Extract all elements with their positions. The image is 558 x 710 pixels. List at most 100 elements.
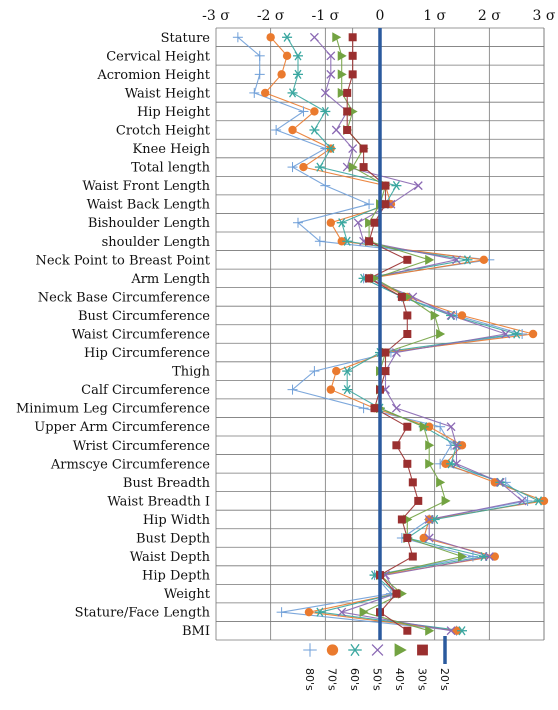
data-point-60's	[457, 626, 467, 636]
category-label: Calf Circumference	[81, 383, 210, 398]
data-point-30's	[408, 552, 417, 561]
category-label: Waist Breadth I	[107, 494, 210, 509]
data-point-40's	[425, 625, 435, 636]
data-point-70's	[425, 422, 434, 431]
data-point-70's	[490, 478, 499, 487]
category-label: Hip Circumference	[84, 346, 210, 361]
data-point-60's	[391, 181, 402, 191]
category-label: Waist Front Length	[82, 179, 210, 194]
data-point-50's	[501, 329, 511, 339]
data-point-50's	[326, 51, 336, 61]
data-point-60's	[342, 236, 353, 246]
data-point-40's	[419, 421, 429, 432]
data-point-70's	[457, 441, 467, 450]
category-label: Arm Length	[130, 272, 210, 287]
data-point-30's	[381, 367, 390, 376]
category-label: Bust Breadth	[123, 476, 211, 491]
data-point-80's	[276, 607, 287, 618]
data-point-50's	[452, 459, 461, 469]
category-label: Stature	[161, 31, 211, 46]
x-axis-ticks: -3 σ -2 σ -1 σ 0 1 σ 2 σ 3 σ	[202, 8, 556, 24]
legend-marker-30's	[417, 644, 428, 656]
category-label: Cervical Height	[106, 49, 211, 64]
category-label: Minimum Leg Circumference	[16, 402, 210, 417]
data-point-30's	[370, 404, 379, 413]
data-point-60's	[342, 385, 353, 395]
data-point-40's	[436, 477, 446, 488]
data-point-60's	[342, 366, 353, 376]
data-point-50's	[408, 292, 418, 302]
data-point-60's	[314, 607, 325, 617]
x-tick-label: 1 σ	[423, 8, 446, 24]
category-label: Hip Width	[143, 513, 211, 528]
series-line-80's	[237, 36, 529, 632]
data-point-80's	[293, 217, 303, 228]
category-label: Bust Depth	[136, 532, 211, 547]
x-tick-label: 2 σ	[478, 8, 501, 24]
data-point-50's	[320, 88, 330, 98]
category-label: Waist Depth	[130, 550, 211, 565]
data-point-30's	[403, 422, 412, 431]
data-point-50's	[337, 607, 347, 617]
series-lines	[237, 36, 547, 632]
data-point-50's	[348, 144, 358, 154]
data-point-60's	[533, 496, 544, 506]
data-point-70's	[337, 237, 346, 246]
data-point-50's	[309, 32, 319, 42]
data-point-80's	[287, 162, 298, 173]
data-point-30's	[392, 441, 401, 450]
data-point-70's	[310, 107, 319, 116]
legend-label-80's: 80's	[303, 668, 316, 691]
data-point-30's	[408, 478, 417, 487]
data-point-40's	[332, 32, 342, 43]
data-point-30's	[403, 255, 412, 264]
data-point-80's	[364, 199, 375, 210]
category-label: Crotch Height	[116, 124, 211, 139]
category-label: Total length	[131, 161, 211, 176]
data-point-30's	[397, 515, 406, 524]
category-label: Neck Base Circumference	[38, 290, 211, 305]
data-point-50's	[424, 514, 434, 524]
data-point-30's	[359, 163, 368, 172]
data-point-70's	[261, 88, 270, 98]
data-point-30's	[392, 589, 401, 598]
category-label: Weight	[164, 587, 211, 602]
data-point-40's	[458, 551, 467, 562]
data-point-30's	[403, 459, 412, 468]
data-point-30's	[365, 274, 374, 283]
data-point-70's	[441, 459, 450, 469]
data-point-30's	[403, 311, 412, 320]
data-point-70's	[266, 33, 275, 42]
series-line-60's	[286, 37, 541, 632]
category-label: shoulder Length	[102, 235, 211, 250]
data-point-40's	[337, 87, 347, 98]
data-point-50's	[446, 422, 456, 432]
data-point-50's	[452, 440, 461, 450]
x-tick-label: 3 σ	[533, 8, 556, 24]
category-labels: Stature Cervical Height Acromion Height Wai…	[16, 31, 211, 639]
data-point-30's	[348, 33, 357, 42]
data-point-70's	[304, 607, 314, 617]
data-point-30's	[348, 70, 357, 79]
data-point-30's	[359, 144, 368, 153]
data-point-40's	[365, 217, 375, 228]
data-point-50's	[391, 348, 401, 358]
data-point-40's	[337, 50, 347, 61]
data-point-40's	[441, 495, 451, 506]
x-tick-label: -1 σ	[312, 8, 340, 24]
data-point-60's	[511, 329, 522, 339]
data-point-80's	[232, 32, 243, 43]
x-tick-label: -2 σ	[257, 8, 285, 24]
data-point-50's	[517, 496, 527, 506]
data-point-70's	[277, 70, 286, 79]
legend-label-40's: 40's	[393, 668, 406, 691]
data-point-70's	[326, 218, 335, 227]
data-point-70's	[479, 255, 489, 265]
data-point-60's	[309, 125, 320, 135]
legend-label-60's: 60's	[348, 668, 361, 691]
data-point-40's	[425, 254, 435, 265]
data-point-60's	[336, 218, 347, 228]
category-label: Thigh	[172, 365, 211, 380]
data-point-30's	[397, 292, 406, 301]
